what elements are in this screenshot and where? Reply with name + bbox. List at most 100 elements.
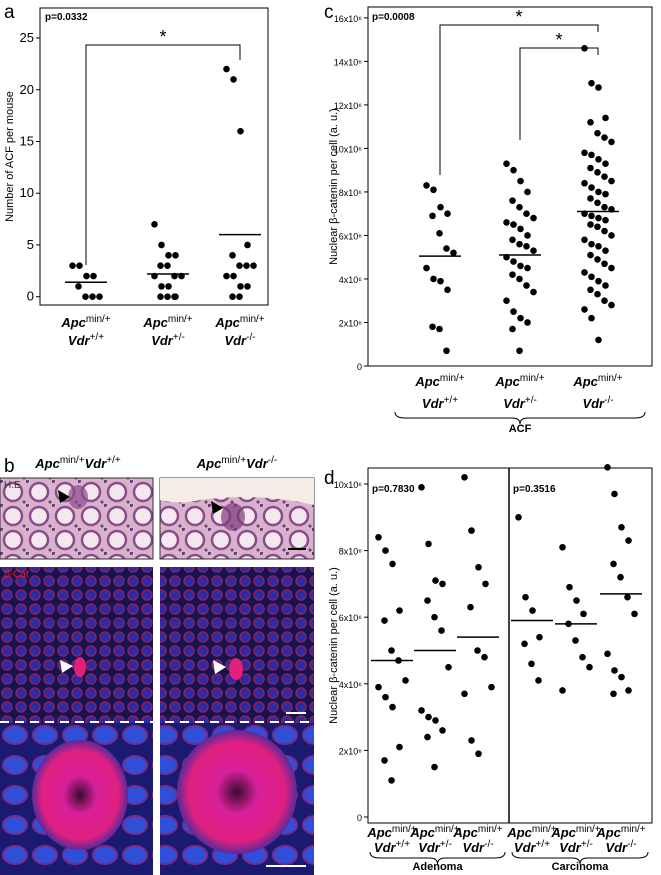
data-point [230, 76, 237, 83]
data-point [595, 156, 602, 163]
data-point [418, 484, 425, 491]
data-point [157, 262, 164, 269]
acf-focus [68, 485, 88, 509]
data-point [610, 690, 617, 698]
allele: min/+ [478, 824, 503, 835]
genotype-label: Vdr+/- [503, 395, 537, 411]
y-tick-label: 10x10⁶ [334, 480, 363, 490]
genotype-label: Apcmin/+ [550, 824, 600, 840]
genotype-label: Vdr-/- [582, 395, 613, 411]
genotype-label: Apcmin/+ [409, 824, 459, 840]
data-point [474, 647, 481, 654]
data-point [602, 282, 609, 289]
data-point [595, 277, 602, 285]
data-point [164, 293, 171, 301]
data-point [517, 314, 524, 322]
y-tick-label: 4x10⁶ [339, 680, 363, 690]
data-point [588, 151, 595, 159]
data-point [594, 290, 601, 298]
data-point [76, 262, 83, 269]
genotype-label: Apcmin/+ [214, 314, 264, 330]
gene: Apc [409, 825, 435, 840]
plot-frame [367, 6, 653, 367]
data-point [581, 149, 588, 157]
allele: +/- [440, 839, 452, 850]
stain-label: H.E [4, 480, 21, 491]
data-point [595, 243, 602, 250]
data-point [388, 777, 395, 784]
y-tick-label: 10x10⁶ [334, 144, 363, 154]
significance-bracket [519, 47, 599, 140]
brace [511, 851, 649, 865]
data-point [510, 221, 517, 228]
gene: Apc [142, 315, 168, 330]
data-point [601, 134, 608, 141]
data-point [83, 272, 90, 280]
significance-mark: * [555, 30, 562, 50]
data-point [595, 188, 602, 196]
data-point [572, 637, 579, 644]
data-point [443, 347, 450, 355]
y-tick-label: 15 [20, 133, 34, 148]
allele: min/+ [621, 824, 646, 835]
allele: min/+ [435, 824, 460, 835]
y-tick-label: 2x10⁶ [339, 318, 363, 328]
panel-label: c [324, 2, 334, 23]
data-point [588, 314, 595, 322]
data-point [601, 173, 608, 181]
significance-mark: * [159, 27, 166, 47]
allele: +/- [525, 395, 537, 406]
data-point [223, 272, 230, 280]
data-point [396, 743, 403, 751]
allele: +/+ [396, 839, 411, 850]
data-point [516, 240, 523, 248]
gene: Apc [572, 374, 598, 389]
genotype-label: Apcmin/+ [366, 824, 416, 840]
data-point [618, 523, 625, 531]
allele: min/+ [598, 373, 623, 384]
data-point [467, 603, 474, 611]
arrowhead [58, 490, 70, 503]
data-point [580, 610, 587, 618]
data-point [375, 683, 382, 691]
y-axis-label: Number of ACF per mouse [4, 91, 16, 222]
data-point [382, 547, 389, 554]
data-point [618, 673, 625, 681]
data-point [601, 297, 608, 305]
gene: Vdr [605, 840, 628, 855]
significance-mark: * [515, 7, 522, 27]
data-point [517, 225, 524, 233]
data-point [482, 580, 489, 588]
data-point [430, 275, 437, 283]
gene: Vdr [151, 333, 174, 348]
genotype-label: Vdr+/+ [374, 839, 410, 855]
data-point [509, 271, 516, 278]
data-point [424, 733, 431, 741]
gene: Apc [34, 456, 60, 471]
genotype-label: Vdr+/+ [514, 839, 550, 855]
allele: +/- [581, 839, 593, 850]
y-tick-label: 0 [27, 289, 34, 304]
group-label: ACF [509, 423, 532, 435]
data-point [157, 293, 164, 301]
data-point [587, 119, 594, 126]
p-value: p=0.7830 [372, 484, 415, 495]
data-point [610, 560, 617, 568]
data-point [595, 214, 602, 222]
data-point [595, 336, 602, 344]
gene: Vdr [462, 840, 485, 855]
data-point [530, 247, 537, 254]
data-point [75, 283, 82, 290]
data-point [431, 613, 438, 621]
data-point [617, 573, 624, 581]
data-point [375, 533, 382, 541]
y-tick-label: 14x10⁶ [334, 57, 363, 67]
allele: min/+ [440, 373, 465, 384]
genotype-label: Apcmin/+ [595, 824, 645, 840]
data-point [244, 241, 251, 249]
y-axis-label: Nuclear β-catenin per cell (a. u.) [328, 108, 340, 265]
data-point [461, 474, 468, 481]
allele: +/+ [536, 839, 551, 850]
y-tick-label: 16x10⁶ [334, 14, 363, 24]
panel-label: a [4, 2, 15, 23]
